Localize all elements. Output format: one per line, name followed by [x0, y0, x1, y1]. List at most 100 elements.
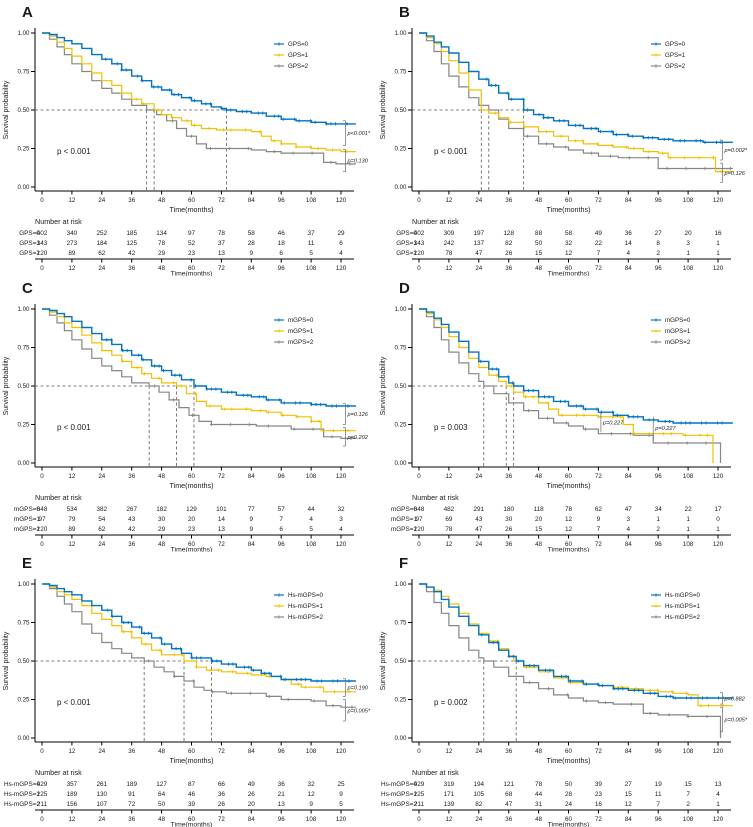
risk-x-tick-label: 0 — [40, 265, 44, 272]
risk-value: 23 — [188, 250, 196, 257]
risk-value: 68 — [505, 791, 513, 798]
risk-value: 23 — [188, 526, 196, 533]
risk-x-tick-label: 108 — [683, 541, 694, 548]
x-tick-label: 96 — [278, 748, 285, 755]
y-tick-label: 0.00 — [17, 460, 30, 467]
risk-value: 50 — [535, 240, 543, 247]
risk-x-tick-label: 12 — [445, 265, 452, 272]
risk-value: 105 — [473, 791, 484, 798]
x-axis-title: Time(months) — [169, 481, 213, 490]
y-tick-label: 0.25 — [394, 697, 407, 704]
risk-row-label: mGPS=2 — [391, 526, 418, 533]
y-tick-label: 0.50 — [17, 383, 30, 390]
risk-value: 44 — [308, 506, 316, 513]
risk-x-tick-label: 12 — [445, 816, 452, 823]
risk-value: 12 — [565, 526, 573, 533]
pairwise-pvalue: p=0.227 — [602, 421, 624, 427]
km-curve-mGPS=0 — [419, 308, 733, 424]
x-tick-label: 120 — [336, 197, 347, 204]
km-curve-Hs-mGPS=1 — [42, 583, 356, 693]
risk-value: 89 — [68, 526, 76, 533]
risk-x-tick-label: 36 — [128, 265, 135, 272]
risk-value: 29 — [337, 230, 345, 237]
x-tick-label: 96 — [655, 197, 662, 204]
panel-letter: A — [22, 4, 33, 21]
risk-value: 36 — [278, 781, 286, 788]
x-tick-label: 72 — [218, 197, 225, 204]
x-tick-label: 24 — [98, 473, 105, 480]
risk-x-tick-label: 84 — [248, 265, 255, 272]
y-tick-label: 0.50 — [17, 658, 30, 665]
pairwise-pvalue: p<0.001* — [347, 131, 371, 137]
risk-x-tick-label: 24 — [98, 816, 105, 823]
risk-value: 26 — [248, 791, 256, 798]
risk-value: 22 — [685, 506, 693, 513]
risk-value: 7 — [597, 526, 601, 533]
risk-value: 62 — [98, 250, 106, 257]
risk-value: 402 — [37, 230, 48, 237]
risk-value: 4 — [339, 250, 343, 257]
risk-value: 43 — [475, 516, 483, 523]
risk-value: 58 — [565, 230, 573, 237]
x-tick-label: 36 — [128, 748, 135, 755]
risk-value: 20 — [685, 230, 693, 237]
risk-value: 12 — [565, 516, 573, 523]
risk-x-tick-label: 60 — [188, 816, 195, 823]
legend-label: mGPS=2 — [665, 339, 691, 346]
legend-label: mGPS=2 — [288, 339, 314, 346]
risk-x-tick-label: 108 — [683, 265, 694, 272]
x-tick-label: 72 — [595, 748, 602, 755]
x-tick-label: 0 — [417, 197, 421, 204]
km-curve-GPS=2 — [42, 32, 356, 165]
y-tick-label: 0.50 — [394, 383, 407, 390]
risk-value: 184 — [96, 240, 107, 247]
risk-value: 39 — [595, 781, 603, 788]
risk-value: 429 — [414, 781, 425, 788]
risk-value: 32 — [308, 781, 316, 788]
risk-value: 7 — [656, 801, 660, 808]
km-curve-mGPS=0 — [42, 308, 356, 407]
risk-value: 87 — [188, 781, 196, 788]
risk-value: 43 — [128, 516, 136, 523]
risk-x-tick-label: 120 — [713, 816, 724, 823]
risk-value: 1 — [716, 240, 720, 247]
y-tick-label: 0.00 — [394, 184, 407, 191]
risk-value: 49 — [248, 781, 256, 788]
legend-label: mGPS=0 — [288, 317, 314, 324]
risk-value: 357 — [67, 781, 78, 788]
x-tick-label: 84 — [248, 748, 255, 755]
x-tick-label: 60 — [565, 473, 572, 480]
risk-x-axis-title: Time(months) — [548, 822, 590, 827]
pairwise-pvalue: p=0.126 — [724, 171, 746, 177]
panel-B: B1.000.750.500.250.000 12 24 36 48 60 72 84 96 10… — [380, 4, 748, 276]
risk-value: 9 — [309, 801, 313, 808]
panel-E: E 1.00 0.75 0.50 0.25 0.00 0 12 24 36 48 60 72 84 96 10… — [3, 555, 371, 827]
risk-value: 107 — [96, 801, 107, 808]
risk-row-label: mGPS=0 — [391, 506, 418, 513]
risk-value: 3 — [627, 516, 631, 523]
risk-x-tick-label: 120 — [336, 265, 347, 272]
y-tick-label: 0.00 — [394, 735, 407, 742]
pairwise-pvalue: p=0.190 — [347, 686, 369, 692]
risk-value: 6 — [339, 240, 343, 247]
risk-value: 44 — [535, 791, 543, 798]
risk-x-tick-label: 0 — [40, 816, 44, 823]
legend-label: GPS=1 — [288, 52, 309, 59]
risk-value: 7 — [279, 516, 283, 523]
x-tick-label: 12 — [68, 197, 75, 204]
risk-value: 15 — [535, 526, 543, 533]
risk-row-label: Hs-mGPS=0 — [4, 781, 40, 788]
legend-label: mGPS=1 — [288, 328, 314, 335]
risk-value: 39 — [188, 801, 196, 808]
risk-value: 9 — [250, 516, 254, 523]
risk-x-tick-label: 84 — [248, 541, 255, 548]
legend-label: GPS=0 — [665, 41, 686, 48]
risk-x-tick-label: 72 — [595, 541, 602, 548]
risk-x-tick-label: 60 — [565, 541, 572, 548]
risk-value: 291 — [473, 506, 484, 513]
pairwise-pvalue: p=0.005* — [724, 718, 748, 724]
pvalue-label: p < 0.001 — [57, 698, 91, 707]
risk-value: 1 — [716, 526, 720, 533]
risk-value: 13 — [714, 781, 722, 788]
risk-value: 382 — [96, 506, 107, 513]
